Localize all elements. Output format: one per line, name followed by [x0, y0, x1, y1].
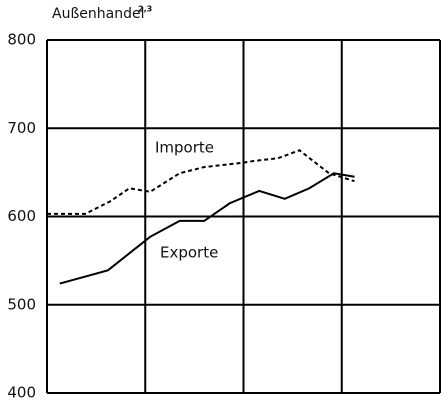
y-tick-label: 400 [7, 384, 36, 402]
series-line [59, 172, 355, 285]
y-tick-label: 500 [7, 295, 36, 313]
series-label: Importe [155, 139, 214, 157]
y-tick-label: 700 [7, 119, 36, 137]
y-tick-label: 600 [7, 207, 36, 225]
chart-title: Außenhandel [52, 6, 144, 22]
series-line [47, 149, 355, 215]
y-tick-label: 800 [7, 31, 36, 49]
title-note: 2,3 [138, 5, 152, 14]
series-label: Exporte [160, 244, 218, 262]
